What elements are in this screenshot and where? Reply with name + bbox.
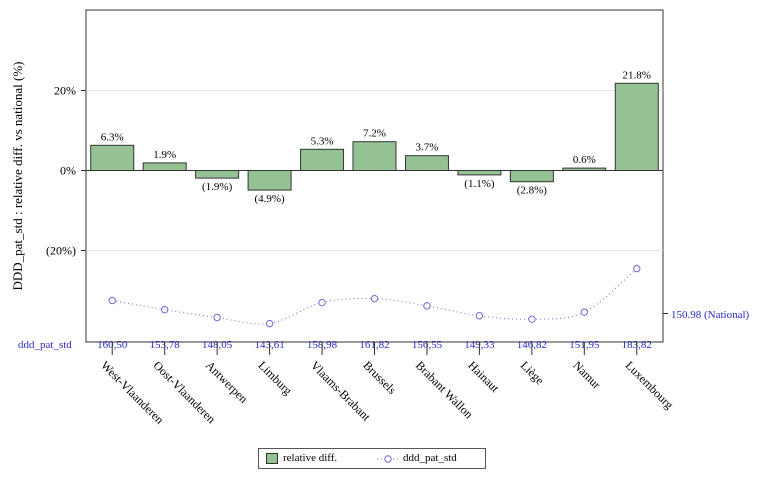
ddd-point xyxy=(528,315,536,323)
bar-value-label: 0.6% xyxy=(573,154,596,166)
x-category-label: Limburg xyxy=(255,358,294,397)
secondary-reference-label: 150.98 (National) xyxy=(671,309,750,321)
y-axis-title: DDD_pat_std : relative diff. vs national… xyxy=(10,61,25,290)
legend-bar-swatch xyxy=(266,453,278,464)
bar-value-label: 21.8% xyxy=(623,69,651,81)
bar-value-label: (1.1%) xyxy=(464,178,495,190)
bar-value-label: (2.8%) xyxy=(517,185,548,197)
bar xyxy=(195,170,240,179)
bar-value-label: 3.7% xyxy=(415,142,438,154)
bar xyxy=(509,170,554,183)
ddd-point xyxy=(108,296,116,305)
bar xyxy=(247,170,292,191)
plot-area xyxy=(85,9,664,343)
table-row-label: ddd_pat_std xyxy=(18,339,72,351)
y-tick-label: (20%) xyxy=(46,244,76,258)
ddd-point xyxy=(580,308,589,316)
bar xyxy=(300,148,345,172)
bar-value-label: (1.9%) xyxy=(202,181,233,193)
ddd-point xyxy=(423,302,431,310)
bar xyxy=(404,155,449,171)
value-table: 160,50 153,78 148,05 143,61 158,98 161,82 156,… xyxy=(97,339,652,355)
x-category-label: Liège xyxy=(518,358,547,387)
bar-value-label: (4.9%) xyxy=(254,193,285,205)
legend-label-relative-diff: relative diff. xyxy=(283,452,338,464)
bar-value-label: 7.2% xyxy=(363,128,386,140)
y-tick-label: 20% xyxy=(54,84,76,98)
ddd-point xyxy=(265,319,274,328)
y-ticks: 20% 0% (20%) xyxy=(46,84,86,258)
ddd-line xyxy=(108,264,668,328)
bar-value-label: 6.3% xyxy=(101,131,124,143)
ddd-point xyxy=(213,313,221,322)
ddd-point xyxy=(318,298,326,307)
bar-value-label: 1.9% xyxy=(153,149,176,161)
ddd-point xyxy=(633,264,641,273)
bar-value-label: 5.3% xyxy=(311,135,334,147)
bar xyxy=(614,82,659,171)
x-category-label: Antwerpen xyxy=(203,358,251,406)
x-category-label: Hainaut xyxy=(465,358,502,395)
legend-label-ddd: ddd_pat_std xyxy=(403,452,457,464)
x-category-label: Namur xyxy=(570,358,603,391)
legend-line-marker xyxy=(377,455,399,463)
legend: relative diff. ddd_pat_std xyxy=(258,448,486,469)
ddd-point xyxy=(475,312,484,320)
ddd-point xyxy=(370,294,379,303)
x-category-label: Brussels xyxy=(360,358,399,397)
x-category-label: Luxembourg xyxy=(623,358,677,412)
bar xyxy=(457,170,502,176)
bar xyxy=(90,144,135,172)
bars: 6.3% 1.9% (1.9%) (4.9%) 5.3% 7.2% 3.7% (1.1%) (2… xyxy=(90,69,659,205)
y-tick-label: 0% xyxy=(60,164,76,178)
bar xyxy=(352,141,397,171)
bar xyxy=(142,162,187,171)
ddd-point xyxy=(160,305,169,314)
bar xyxy=(562,167,607,172)
